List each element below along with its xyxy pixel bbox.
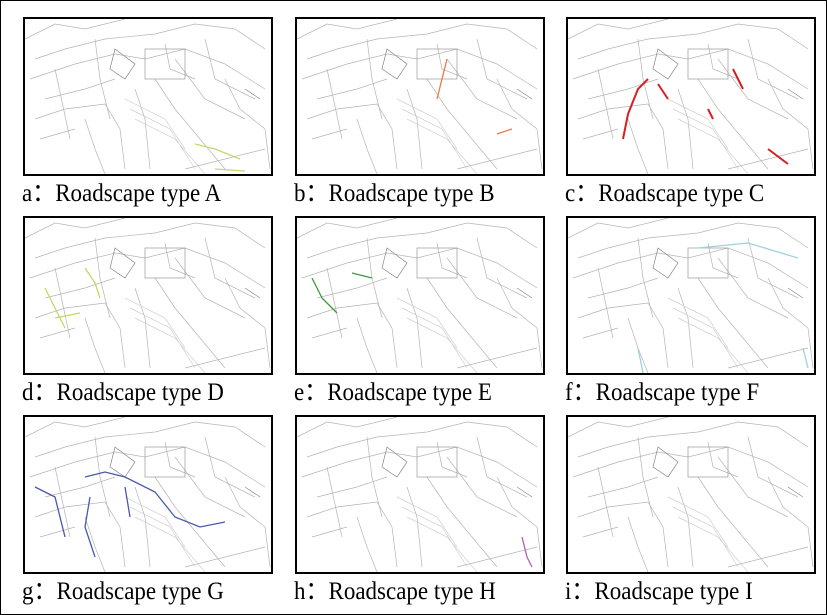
highlighted-roads bbox=[521, 536, 533, 568]
caption: b：Roadscape type B bbox=[294, 180, 495, 207]
highlighted-roads bbox=[637, 242, 809, 373]
road-network bbox=[25, 19, 271, 174]
caption: a：Roadscape type A bbox=[22, 180, 222, 207]
map-panel bbox=[23, 17, 273, 176]
map-panel bbox=[295, 216, 545, 375]
map-panel bbox=[23, 216, 273, 375]
highlighted-roads bbox=[34, 471, 226, 558]
highlighted-roads bbox=[436, 58, 513, 135]
map-panel bbox=[295, 415, 545, 574]
caption: i：Roadscape type I bbox=[565, 578, 753, 605]
caption: c：Roadscape type C bbox=[565, 180, 765, 207]
road-network bbox=[568, 417, 814, 572]
caption: d：Roadscape type D bbox=[22, 379, 224, 406]
highlighted-roads bbox=[44, 267, 101, 329]
highlighted-roads bbox=[622, 68, 789, 165]
road-network bbox=[297, 417, 543, 572]
caption: f：Roadscape type F bbox=[565, 379, 760, 406]
map-panel bbox=[566, 415, 816, 574]
road-network bbox=[568, 218, 814, 373]
road-network bbox=[25, 218, 271, 373]
map-panel bbox=[295, 17, 545, 176]
caption: h：Roadscape type H bbox=[294, 578, 496, 605]
map-panel bbox=[566, 216, 816, 375]
road-network bbox=[568, 19, 814, 174]
map-panel bbox=[23, 415, 273, 574]
caption: e：Roadscape type E bbox=[294, 379, 492, 406]
road-network bbox=[297, 218, 543, 373]
road-network bbox=[25, 417, 271, 572]
road-network bbox=[297, 19, 543, 174]
map-panel bbox=[566, 17, 816, 176]
caption: g：Roadscape type G bbox=[22, 578, 224, 605]
highlighted-roads bbox=[311, 272, 373, 314]
highlighted-roads bbox=[194, 143, 246, 172]
